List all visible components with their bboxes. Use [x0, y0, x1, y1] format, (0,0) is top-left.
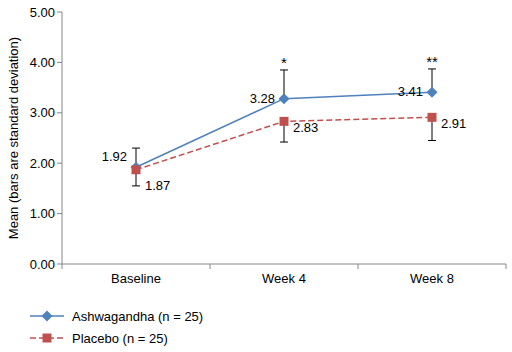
y-tick-label: 2.00 — [30, 156, 55, 171]
annotation: * — [281, 54, 287, 71]
legend-item: Ashwagandha (n = 25) — [30, 309, 203, 324]
y-tick-label: 3.00 — [30, 105, 55, 120]
x-tick — [210, 264, 211, 269]
y-tick — [57, 62, 62, 63]
x-tick-label: Week 8 — [410, 271, 454, 286]
legend-item: Placebo (n = 25) — [30, 331, 168, 346]
data-label: 1.87 — [145, 178, 170, 193]
x-tick-label: Week 4 — [262, 271, 306, 286]
legend-marker — [42, 311, 53, 322]
error-cap — [132, 148, 140, 149]
y-tick-label: 5.00 — [30, 5, 55, 20]
data-label: 1.92 — [102, 149, 127, 164]
x-tick-label: Baseline — [111, 271, 161, 286]
y-tick-label: 4.00 — [30, 55, 55, 70]
data-label: 3.41 — [398, 84, 423, 99]
series-line — [136, 117, 432, 169]
y-axis-label: Mean (bars are standard deviation) — [6, 37, 21, 239]
y-tick — [57, 163, 62, 164]
x-tick — [506, 264, 507, 269]
x-tick — [358, 264, 359, 269]
y-tick-label: 0.00 — [30, 257, 55, 272]
y-tick — [57, 112, 62, 113]
y-tick-label: 1.00 — [30, 206, 55, 221]
y-tick — [57, 213, 62, 214]
x-tick — [62, 264, 63, 269]
error-cap — [428, 140, 436, 141]
legend-label: Placebo (n = 25) — [72, 331, 168, 346]
data-label: 3.28 — [250, 91, 275, 106]
y-axis — [62, 12, 63, 264]
marker — [132, 165, 141, 174]
marker — [280, 117, 289, 126]
marker — [427, 87, 438, 98]
annotation: ** — [426, 53, 438, 70]
x-axis — [62, 264, 506, 265]
marker — [428, 113, 437, 122]
legend-label: Ashwagandha (n = 25) — [72, 309, 203, 324]
legend-marker — [43, 334, 52, 343]
plot-area — [131, 69, 438, 186]
error-cap — [132, 185, 140, 186]
y-tick — [57, 12, 62, 13]
data-label: 2.83 — [293, 120, 318, 135]
chart: 0.00 1.00 2.00 3.00 4.00 5.00 Baseline Week 4 We… — [0, 0, 512, 352]
error-cap — [280, 142, 288, 143]
marker — [279, 93, 290, 104]
data-label: 2.91 — [441, 116, 466, 131]
y-tick — [57, 264, 62, 265]
